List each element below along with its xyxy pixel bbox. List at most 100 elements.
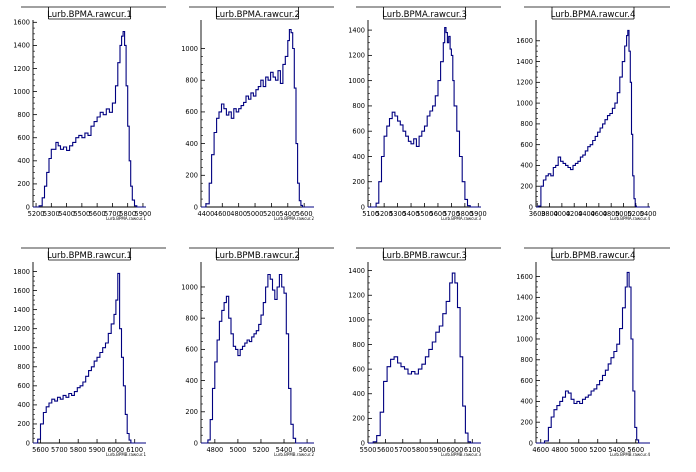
x-tick-label: 5600 <box>377 446 394 454</box>
x-tick-label: 4600 <box>214 210 231 218</box>
chart-panel: Lurb.BPMB.rawcur.3 0 200 400 600 800 1000 1200 1… <box>348 247 501 457</box>
x-tick-label: 5600 <box>89 210 106 218</box>
x-tick-label: 5200 <box>376 210 393 218</box>
title-box <box>552 7 634 19</box>
y-tick-label: 1000 <box>516 99 533 107</box>
y-tick-label: 200 <box>185 172 198 180</box>
histogram-series <box>33 272 146 444</box>
x-tick-label: 5700 <box>104 210 121 218</box>
x-tick-label: 5600 <box>430 210 447 218</box>
histogram-series <box>201 28 314 208</box>
chart-title: Lurb.BPMB.rawcur.1 <box>47 251 132 261</box>
x-tick-label: 3600 <box>529 210 546 218</box>
chart-title: Lurb.BPMA.rawcur.3 <box>382 10 467 20</box>
x-tick-label: 4800 <box>230 210 247 218</box>
y-tick-label: 1400 <box>348 267 365 275</box>
x-tick-label: 3800 <box>541 210 558 218</box>
title-box <box>383 248 466 260</box>
y-tick-label: 1400 <box>13 306 30 314</box>
y-tick-label: 400 <box>352 390 365 398</box>
y-tick-label: 600 <box>520 377 533 385</box>
x-axis-label: Lurb.BPMB.rawcur.1 <box>106 452 146 457</box>
y-tick-label: 0 <box>26 203 30 211</box>
chart-panel: Lurb.BPMA.rawcur.4 0 200 400 600 800 1000 1200 1… <box>516 6 670 221</box>
title-box <box>552 248 634 260</box>
y-tick-label: 1400 <box>348 26 365 34</box>
x-tick-label: 5300 <box>389 210 406 218</box>
x-tick-label: 5400 <box>403 210 420 218</box>
title-box <box>216 7 299 19</box>
y-tick-label: 1200 <box>13 65 30 73</box>
y-tick-label: 800 <box>185 77 198 85</box>
y-tick-label: 1600 <box>516 273 533 281</box>
x-tick-label: 5100 <box>362 210 379 218</box>
y-tick-label: 400 <box>17 157 30 165</box>
x-tick-label: 4600 <box>532 446 549 454</box>
x-axis-label: Lurb.BPMB.rawcur.4 <box>610 452 650 457</box>
y-tick-label: 200 <box>17 180 30 188</box>
x-tick-label: 5400 <box>279 210 296 218</box>
histogram-series <box>368 27 481 208</box>
x-tick-label: 6100 <box>464 446 481 454</box>
x-axis-label: Lurb.BPMB.rawcur.2 <box>274 452 314 457</box>
chart-title: Lurb.BPMB.rawcur.2 <box>215 251 300 261</box>
y-tick-label: 1400 <box>516 58 533 66</box>
y-tick-label: 200 <box>17 420 30 428</box>
chart-title: Lurb.BPMA.rawcur.2 <box>215 10 300 20</box>
x-tick-label: 5600 <box>299 446 316 454</box>
x-tick-label: 4800 <box>551 446 568 454</box>
y-tick-label: 800 <box>352 102 365 110</box>
x-tick-label: 6000 <box>447 446 464 454</box>
x-tick-label: 5200 <box>589 446 606 454</box>
chart-panel: Lurb.BPMA.rawcur.1 0 200 400 600 800 1000 1200 1… <box>13 6 166 221</box>
x-tick-label: 5400 <box>608 446 625 454</box>
y-tick-label: 800 <box>520 356 533 364</box>
title-box <box>48 7 131 19</box>
y-tick-label: 1600 <box>13 19 30 27</box>
x-tick-label: 5700 <box>394 446 411 454</box>
chart-panel: Lurb.BPMB.rawcur.1 0 200 400 600 800 1000 1200 1… <box>13 247 166 457</box>
y-tick-label: 600 <box>352 127 365 135</box>
x-tick-label: 5800 <box>412 446 429 454</box>
histogram-series <box>33 30 146 208</box>
histogram-series <box>201 273 314 444</box>
x-tick-label: 5500 <box>73 210 90 218</box>
chart-panel: Lurb.BPMA.rawcur.3 0 200 400 600 800 1000 1200 1… <box>348 6 501 221</box>
chart-title: Lurb.BPMA.rawcur.1 <box>47 10 132 20</box>
y-tick-label: 0 <box>26 439 30 447</box>
x-tick-label: 4400 <box>578 210 595 218</box>
x-tick-label: 5800 <box>70 446 87 454</box>
x-tick-label: 5900 <box>135 210 152 218</box>
x-tick-label: 5400 <box>276 446 293 454</box>
x-tick-label: 5800 <box>119 210 136 218</box>
chart-panel: Lurb.BPMB.rawcur.2 0 200 400 600 800 1000 4800 5… <box>181 247 334 457</box>
y-tick-label: 1000 <box>348 77 365 85</box>
y-tick-label: 400 <box>185 377 198 385</box>
y-tick-label: 400 <box>352 153 365 161</box>
title-box <box>383 7 466 19</box>
title-box <box>48 248 131 260</box>
title-box <box>216 248 299 260</box>
x-tick-label: 5000 <box>570 446 587 454</box>
x-tick-label: 4000 <box>553 210 570 218</box>
y-tick-label: 200 <box>520 183 533 191</box>
y-tick-label: 1000 <box>348 316 365 324</box>
x-tick-label: 5900 <box>470 210 487 218</box>
y-tick-label: 600 <box>520 141 533 149</box>
chart-title: Lurb.BPMB.rawcur.3 <box>382 251 467 261</box>
chart-title: Lurb.BPMA.rawcur.4 <box>551 10 636 20</box>
x-tick-label: 5500 <box>360 446 377 454</box>
y-tick-label: 0 <box>361 439 365 447</box>
y-tick-label: 400 <box>520 162 533 170</box>
y-tick-label: 200 <box>520 418 533 426</box>
x-tick-label: 4400 <box>198 210 215 218</box>
x-tick-label: 4800 <box>206 446 223 454</box>
y-tick-label: 1400 <box>516 294 533 302</box>
y-tick-label: 1000 <box>181 283 198 291</box>
x-tick-label: 4800 <box>603 210 620 218</box>
y-tick-label: 0 <box>194 439 198 447</box>
x-tick-label: 5800 <box>456 210 473 218</box>
x-tick-label: 6000 <box>107 446 124 454</box>
x-tick-label: 5600 <box>32 446 49 454</box>
y-tick-label: 0 <box>529 439 533 447</box>
